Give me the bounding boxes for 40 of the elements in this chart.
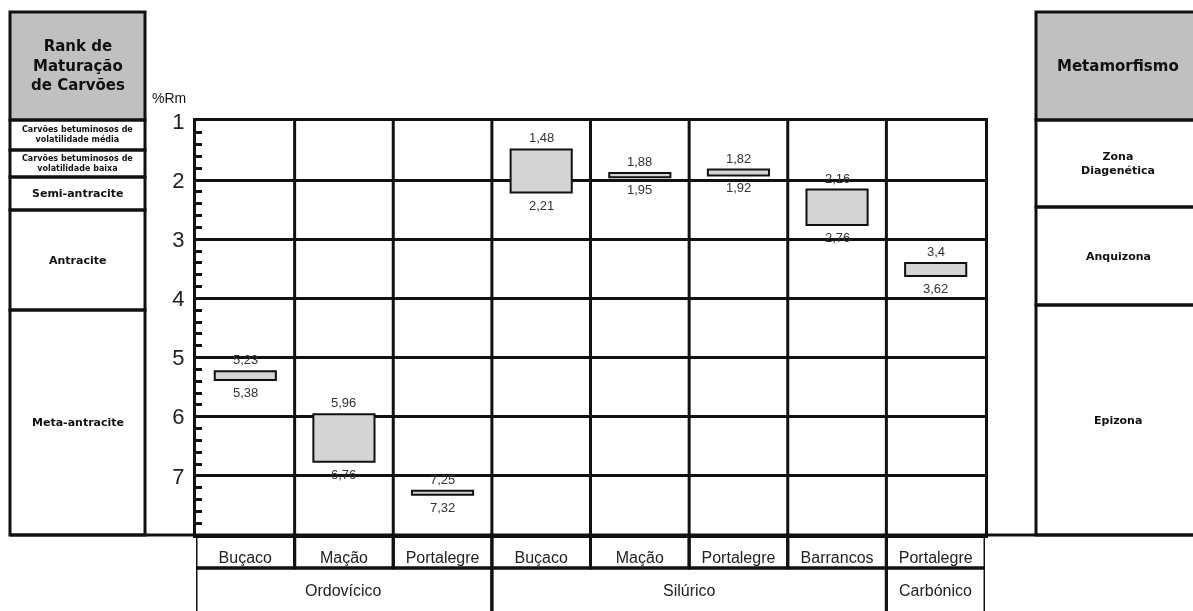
annotation: 5,38 bbox=[233, 385, 259, 400]
text: Semi-antracite bbox=[32, 187, 124, 200]
y-tick-label: 6 bbox=[172, 404, 185, 430]
text: Anquizona bbox=[1086, 250, 1152, 263]
y-tick-label: 3 bbox=[172, 226, 185, 252]
x-tick-label: Portalegre bbox=[701, 549, 776, 567]
x-tick-label: Buçaco bbox=[514, 549, 568, 567]
x-tick-label: Mação bbox=[615, 549, 664, 567]
x-tick-label: Barrancos bbox=[800, 549, 874, 567]
annotation: 1,95 bbox=[627, 182, 653, 197]
text: Carbónico bbox=[899, 582, 973, 599]
text: Carvões betuminosos de volatilidade baixa bbox=[22, 154, 134, 174]
text: Carvões betuminosos de volatilidade média bbox=[22, 125, 134, 145]
x-tick-label: Mação bbox=[319, 549, 369, 567]
annotation: 1,82 bbox=[726, 151, 752, 166]
text: Zona Diagenética bbox=[1081, 150, 1155, 178]
annotation: 1,92 bbox=[726, 180, 752, 195]
annotation: 3,4 bbox=[927, 244, 946, 259]
annotation: 2,21 bbox=[529, 198, 555, 213]
text: Rank de Maturação de Carvões bbox=[31, 37, 125, 94]
text: Epizona bbox=[1094, 414, 1143, 427]
text: Ordovícico bbox=[305, 582, 382, 599]
annotation: 1,88 bbox=[627, 154, 653, 169]
y-tick-label: 7 bbox=[172, 463, 185, 489]
y-tick-label: 5 bbox=[172, 345, 185, 371]
y-tick-label: 4 bbox=[172, 286, 185, 312]
annotation: 5,96 bbox=[331, 395, 357, 410]
text: Silúrico bbox=[663, 582, 716, 599]
annotation: 1,48 bbox=[529, 130, 555, 145]
y-tick-label: 1 bbox=[172, 108, 185, 134]
text: Antracite bbox=[49, 254, 107, 267]
x-tick-label: Portalegre bbox=[405, 549, 480, 567]
text: Metamorfismo bbox=[1057, 57, 1179, 75]
x-tick-label: Portalegre bbox=[898, 549, 973, 567]
annotation: 7,32 bbox=[430, 500, 456, 515]
text: Meta-antracite bbox=[32, 416, 125, 429]
annotation: 3,62 bbox=[923, 281, 949, 296]
x-tick-label: Buçaco bbox=[218, 549, 273, 567]
y-tick-label: 2 bbox=[172, 167, 185, 193]
y-axis-title: %Rm bbox=[152, 90, 187, 106]
